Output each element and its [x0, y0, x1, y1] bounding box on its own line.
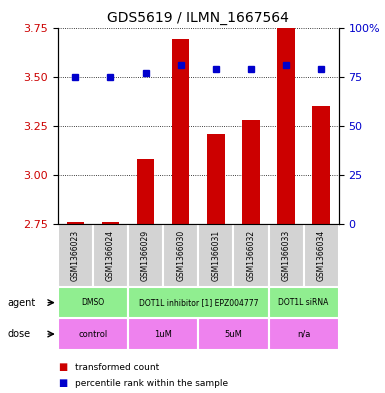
Bar: [128, 287, 269, 318]
Bar: [58, 318, 128, 350]
Text: GSM1366030: GSM1366030: [176, 230, 185, 281]
Text: GSM1366023: GSM1366023: [71, 230, 80, 281]
Text: DMSO: DMSO: [81, 298, 104, 307]
Text: GSM1366034: GSM1366034: [317, 230, 326, 281]
Text: control: control: [78, 330, 107, 338]
Bar: [198, 318, 269, 350]
Bar: [137, 159, 154, 224]
Text: 1uM: 1uM: [154, 330, 172, 338]
Bar: [242, 120, 260, 224]
Text: ■: ■: [58, 378, 67, 388]
Bar: [163, 224, 198, 287]
Text: ■: ■: [58, 362, 67, 373]
Bar: [102, 222, 119, 224]
Bar: [198, 224, 233, 287]
Bar: [233, 224, 269, 287]
Text: agent: agent: [8, 298, 36, 308]
Text: dose: dose: [8, 329, 31, 339]
Text: GSM1366029: GSM1366029: [141, 230, 150, 281]
Text: GSM1366031: GSM1366031: [211, 230, 220, 281]
Bar: [207, 134, 224, 224]
Text: DOT1L inhibitor [1] EPZ004777: DOT1L inhibitor [1] EPZ004777: [139, 298, 258, 307]
Bar: [277, 6, 295, 224]
Bar: [269, 318, 339, 350]
Bar: [313, 106, 330, 224]
Bar: [269, 287, 339, 318]
Text: GSM1366032: GSM1366032: [246, 230, 256, 281]
Bar: [128, 318, 198, 350]
Text: percentile rank within the sample: percentile rank within the sample: [75, 379, 228, 387]
Title: GDS5619 / ILMN_1667564: GDS5619 / ILMN_1667564: [107, 11, 289, 25]
Bar: [93, 224, 128, 287]
Text: GSM1366033: GSM1366033: [281, 230, 291, 281]
Text: transformed count: transformed count: [75, 363, 159, 372]
Text: GSM1366024: GSM1366024: [106, 230, 115, 281]
Bar: [58, 224, 93, 287]
Bar: [172, 39, 189, 224]
Bar: [304, 224, 339, 287]
Bar: [269, 224, 304, 287]
Bar: [128, 224, 163, 287]
Bar: [58, 287, 128, 318]
Text: 5uM: 5uM: [224, 330, 242, 338]
Bar: [67, 222, 84, 224]
Text: n/a: n/a: [297, 330, 310, 338]
Text: DOT1L siRNA: DOT1L siRNA: [278, 298, 329, 307]
